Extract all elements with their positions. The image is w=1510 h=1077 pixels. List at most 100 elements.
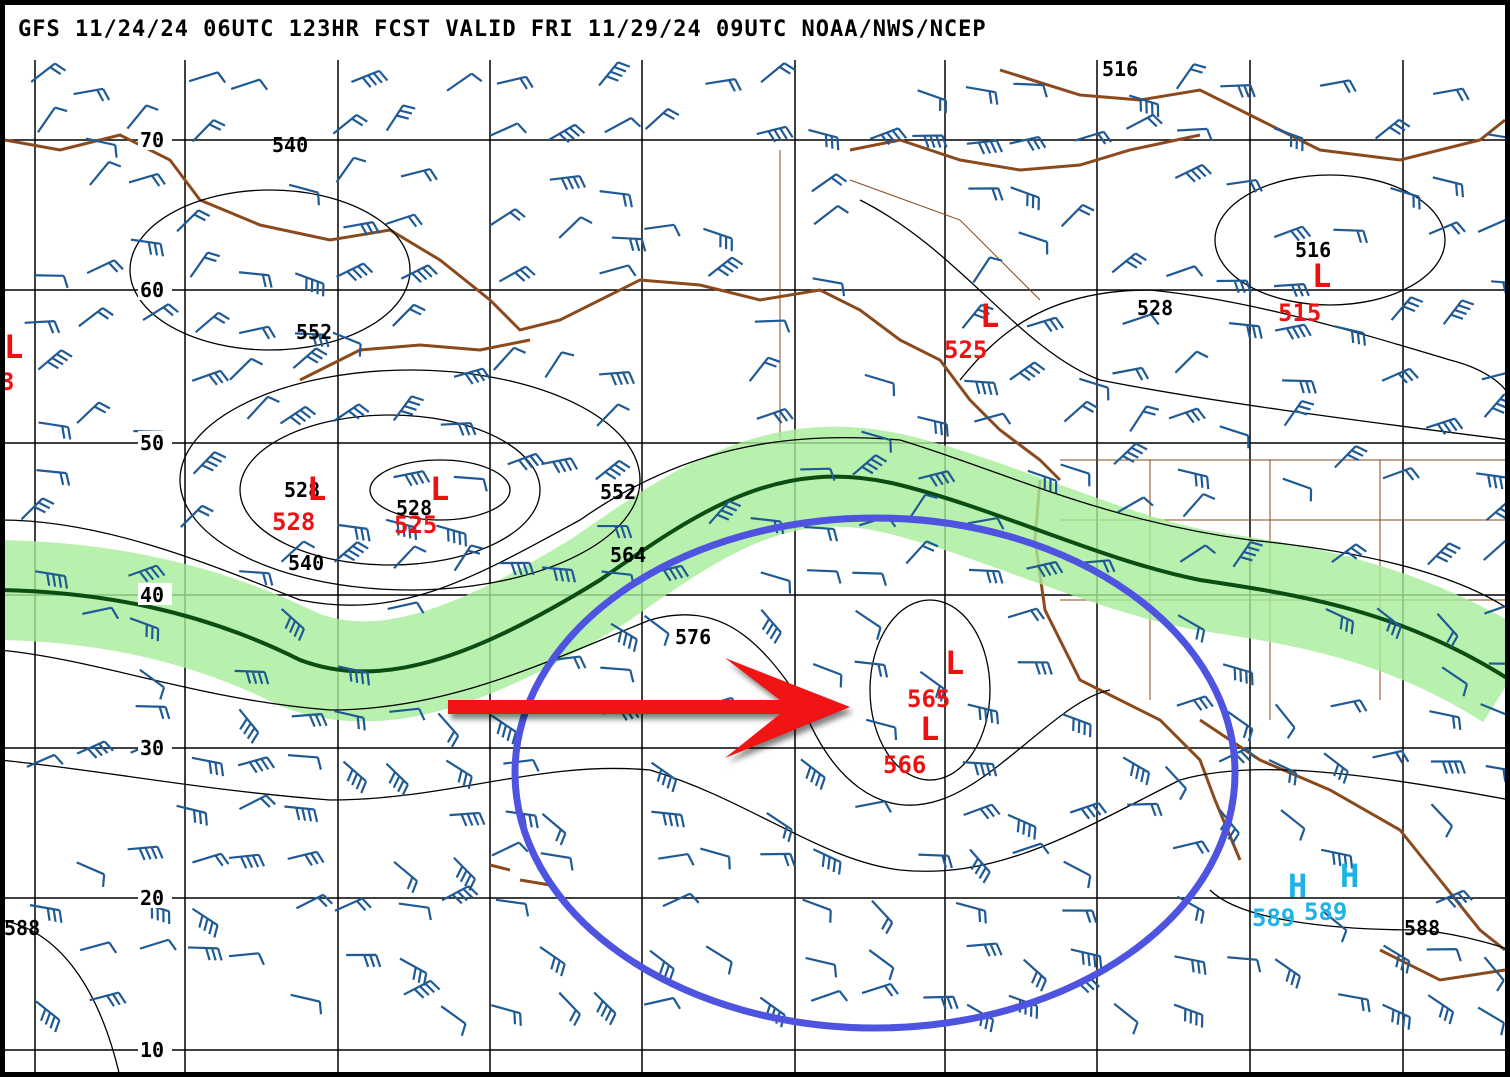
wind-barb	[599, 190, 633, 208]
wind-barb	[1383, 944, 1411, 974]
latitude-label: 70	[140, 128, 164, 152]
wind-barb	[1177, 127, 1213, 142]
wind-barb	[440, 422, 477, 436]
wind-barb	[644, 107, 680, 130]
wind-barb	[600, 666, 635, 683]
wind-barb	[334, 709, 366, 731]
wind-barb	[699, 847, 731, 870]
wind-barb	[130, 238, 165, 257]
wind-barb	[387, 601, 425, 614]
wind-barb	[912, 134, 948, 149]
wind-barb	[403, 979, 441, 999]
wind-barb	[453, 475, 488, 492]
wind-barb	[180, 504, 214, 528]
wind-barb	[1429, 710, 1462, 730]
wind-barb	[495, 898, 530, 917]
wind-barb	[490, 714, 517, 745]
wind-barb	[36, 469, 71, 486]
wind-barb	[649, 949, 675, 982]
wind-barb	[1018, 231, 1049, 255]
wind-barb	[610, 622, 638, 652]
wind-barb	[291, 712, 328, 728]
wind-barb	[228, 853, 266, 869]
wind-barb	[1268, 758, 1298, 786]
wind-barb	[37, 106, 68, 133]
wind-barb	[868, 949, 895, 981]
wind-barb	[1222, 663, 1254, 686]
wind-barb	[1274, 958, 1301, 989]
wind-barb	[238, 325, 276, 340]
wind-barb	[754, 319, 791, 333]
wind-barb	[1282, 477, 1313, 502]
wind-barb	[490, 1004, 522, 1026]
wind-barb	[1432, 176, 1465, 198]
wind-barb	[392, 303, 426, 327]
wind-barb	[1337, 993, 1371, 1013]
wind-barb	[1442, 299, 1475, 325]
wind-barb	[189, 251, 221, 278]
wind-barb	[337, 523, 371, 542]
wind-barb	[1390, 296, 1424, 321]
wind-barb	[230, 78, 269, 91]
center-value: 589	[1252, 904, 1295, 932]
highlight-ellipse	[511, 514, 1239, 1032]
wind-barb	[392, 395, 424, 422]
center-value: 515	[1278, 299, 1321, 327]
contour-label: 528	[284, 478, 320, 502]
wind-barb	[82, 606, 120, 620]
wind-barb	[907, 493, 938, 521]
wind-barb	[1477, 1006, 1506, 1036]
wind-barb	[350, 69, 389, 88]
latitude-label: 10	[140, 1038, 164, 1062]
wind-barb	[385, 762, 409, 797]
contour-label: 588	[4, 916, 40, 940]
center-symbol: L	[980, 297, 999, 335]
wind-barb	[1487, 133, 1510, 140]
wind-barb	[1069, 801, 1108, 820]
wind-barb	[1374, 118, 1411, 140]
wind-barb	[1226, 178, 1263, 193]
wind-barb	[965, 85, 999, 105]
wind-barb	[966, 1003, 995, 1033]
wind-barb	[651, 564, 690, 582]
wind-barb	[496, 75, 534, 90]
wind-barb	[1009, 135, 1047, 151]
contour-label: 540	[288, 551, 324, 575]
wind-barb	[489, 208, 526, 227]
wind-barb	[336, 262, 374, 282]
latitude-label: 40	[140, 583, 164, 607]
wind-barb	[705, 945, 733, 975]
wind-barb	[802, 898, 832, 923]
wind-barb	[1330, 699, 1368, 713]
contour-label: 528	[1137, 296, 1173, 320]
wind-barb	[1282, 379, 1317, 394]
wind-barb	[284, 805, 319, 823]
wind-barb	[35, 1000, 61, 1033]
wind-barb	[1174, 163, 1212, 183]
wind-barb	[1430, 803, 1454, 838]
wind-barb	[810, 989, 849, 1002]
wind-barb	[76, 861, 106, 888]
wind-barb	[808, 128, 840, 151]
wind-barb	[1376, 607, 1402, 640]
wind-barb	[748, 356, 781, 382]
wind-barb	[1122, 756, 1151, 786]
wind-barb	[1390, 187, 1421, 210]
wind-barb	[1173, 1003, 1204, 1028]
wind-barb	[30, 62, 67, 83]
wind-barb	[176, 209, 211, 233]
wind-barb	[398, 902, 432, 921]
wind-barb	[453, 367, 491, 385]
wind-barb	[1127, 802, 1163, 817]
wind-barb	[437, 712, 460, 748]
wind-barb	[400, 264, 438, 283]
wind-barb	[1176, 895, 1205, 924]
wind-barb	[651, 810, 686, 828]
wind-barb	[919, 670, 946, 702]
wind-barb	[540, 852, 574, 871]
wind-barb	[596, 403, 630, 427]
wind-barb	[29, 904, 63, 923]
wind-barb	[491, 841, 529, 857]
wind-barb	[1322, 910, 1348, 943]
wind-barb	[756, 125, 794, 143]
